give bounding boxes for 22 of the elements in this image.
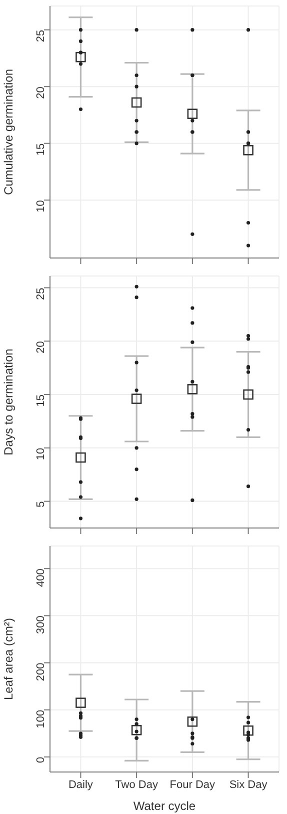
x-tick-label: Six Day bbox=[229, 778, 268, 791]
x-axis-title: Water cycle bbox=[133, 799, 196, 813]
x-tick-label: Two Day bbox=[115, 778, 158, 791]
y-tick-label: 5 bbox=[34, 501, 47, 508]
y-tick-label: 10 bbox=[34, 448, 47, 460]
y-tick-label: 20 bbox=[34, 341, 47, 354]
y-axis-title: Days to germination bbox=[1, 348, 16, 456]
y-tick-label: 0 bbox=[34, 756, 47, 764]
y-tick-label: 15 bbox=[34, 394, 47, 407]
y-axis-title: Cumulative germination bbox=[1, 68, 16, 196]
y-tick-label: 100 bbox=[34, 710, 47, 728]
y-tick-label: 10 bbox=[34, 200, 47, 212]
y-tick-label: 25 bbox=[34, 30, 47, 42]
y-tick-label: 20 bbox=[34, 86, 47, 99]
y-tick-label: 400 bbox=[34, 568, 47, 587]
y-axis-title: Leaf area (cm²) bbox=[1, 618, 16, 700]
x-tick-label: Four Day bbox=[170, 778, 216, 791]
y-tick-label: 25 bbox=[34, 288, 47, 300]
x-tick-label: Daily bbox=[68, 778, 94, 791]
y-tick-label: 15 bbox=[34, 143, 47, 156]
y-tick-label: 300 bbox=[34, 616, 47, 634]
y-tick-label: 200 bbox=[34, 662, 47, 682]
